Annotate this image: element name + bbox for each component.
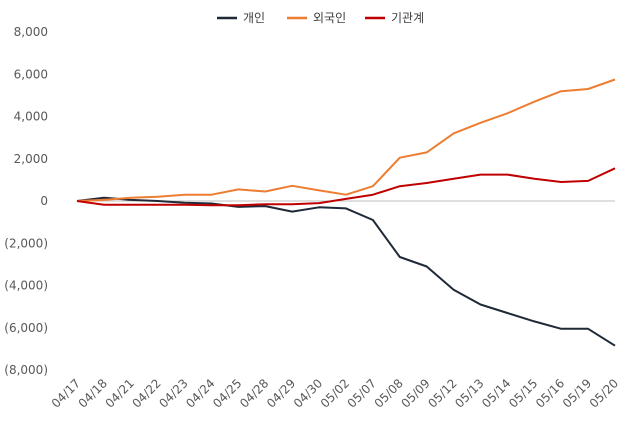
- y-tick-label: 8,000: [14, 25, 48, 39]
- series-line-0: [76, 196, 616, 347]
- legend-label-2: 기관계: [391, 11, 424, 25]
- y-tick-label: 4,000: [14, 110, 48, 124]
- y-tick-label: 2,000: [14, 152, 48, 166]
- y-axis: 8,000 6,000 4,000 2,000 0 (2,000) (4,000) (6,00…: [4, 25, 48, 377]
- series-layer: [76, 78, 616, 347]
- y-tick-label: 6,000: [14, 67, 48, 81]
- y-tick-label: 0: [40, 194, 48, 208]
- series-line-2: [76, 167, 616, 207]
- legend-label-0: 개인: [243, 11, 265, 25]
- legend: 개인 외국인 기관계: [217, 11, 424, 25]
- y-tick-label: (6,000): [4, 321, 48, 335]
- y-tick-label: (8,000): [4, 363, 48, 377]
- series-line-1: [76, 78, 616, 202]
- y-tick-label: (2,000): [4, 236, 48, 250]
- legend-label-1: 외국인: [313, 11, 346, 25]
- y-tick-label: (4,000): [4, 279, 48, 293]
